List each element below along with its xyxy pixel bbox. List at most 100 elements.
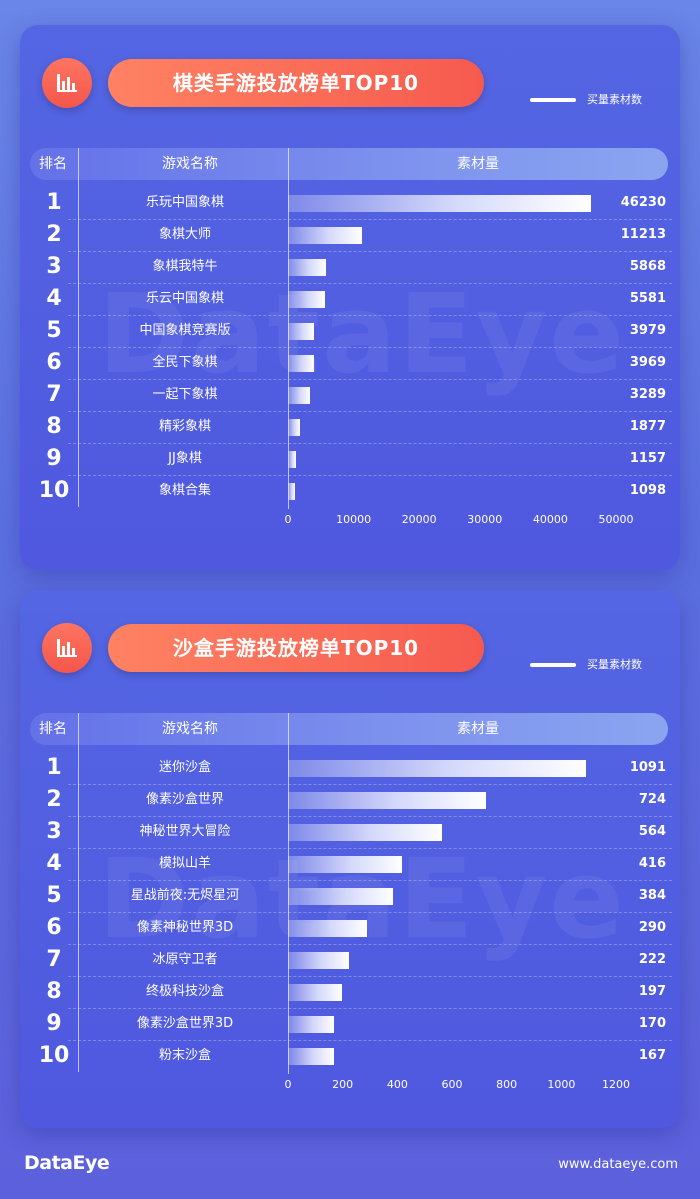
table-row: 10 象棋合集 1098 [20, 475, 680, 507]
row-divider [68, 411, 672, 412]
data-label: 724 [638, 792, 666, 807]
rank-number: 5 [46, 883, 62, 908]
rank-number: 3 [46, 254, 62, 279]
legend-swatch [530, 663, 576, 667]
rank-number: 10 [38, 1043, 70, 1068]
table-row: 3 象棋我特牛 5868 [20, 251, 680, 283]
rank-number: 1 [46, 190, 62, 215]
row-divider [68, 816, 672, 817]
data-label: 1877 [629, 419, 666, 434]
table-row: 2 像素沙盒世界 724 [20, 784, 680, 816]
game-name: 全民下象棋 [152, 355, 218, 370]
table-row: 8 精彩象棋 1877 [20, 411, 680, 443]
bar [288, 355, 315, 372]
row-divider [68, 880, 672, 881]
rank-header: 排名 [39, 721, 67, 737]
game-name: 冰原守卫者 [152, 952, 218, 967]
game-name: 神秘世界大冒险 [139, 824, 231, 839]
game-name: 迷你沙盒 [158, 760, 211, 775]
bar [288, 227, 362, 244]
name-header: 游戏名称 [162, 721, 218, 737]
game-name: JJ象棋 [168, 451, 202, 466]
x-tick-label: 0 [284, 513, 292, 526]
rank-number: 7 [46, 382, 62, 407]
game-name: 象棋我特牛 [152, 259, 218, 274]
column-separator [78, 148, 79, 507]
legend-label: 买量素材数 [587, 658, 642, 671]
data-label: 5581 [629, 291, 666, 306]
footer-url: www.dataeye.com [558, 1157, 678, 1172]
table-row: 9 像素沙盒世界3D 170 [20, 1008, 680, 1040]
table-row: 8 终极科技沙盒 197 [20, 976, 680, 1008]
table-row: 9 JJ象棋 1157 [20, 443, 680, 475]
bar-chart-icon [42, 623, 92, 673]
table-row: 3 神秘世界大冒险 564 [20, 816, 680, 848]
bar [288, 451, 296, 468]
table-row: 6 像素神秘世界3D 290 [20, 912, 680, 944]
bar [288, 888, 393, 905]
data-label: 46230 [620, 195, 666, 210]
table-row: 4 模拟山羊 416 [20, 848, 680, 880]
table-header: 排名 游戏名称 素材量 [30, 148, 668, 180]
table-row: 6 全民下象棋 3969 [20, 347, 680, 379]
sandbox-games-card: DataEye 沙盒手游投放榜单TOP10 买量素材数 排名 游戏名称 素材量 … [20, 590, 680, 1128]
row-divider [68, 475, 672, 476]
bar [288, 984, 342, 1001]
game-name: 星战前夜:无烬星河 [130, 888, 240, 903]
row-divider [68, 976, 672, 977]
data-label: 3979 [629, 323, 666, 338]
bar [288, 483, 296, 500]
x-tick-label: 1200 [602, 1078, 630, 1091]
rank-number: 6 [46, 915, 62, 940]
x-tick-label: 30000 [467, 513, 503, 526]
data-label: 197 [638, 984, 666, 999]
rank-number: 4 [46, 851, 62, 876]
bar [288, 760, 587, 777]
value-header: 素材量 [457, 156, 499, 172]
game-name: 乐云中国象棋 [145, 291, 224, 306]
data-label: 384 [638, 888, 666, 903]
table-header: 排名 游戏名称 素材量 [30, 713, 668, 745]
bar [288, 291, 325, 308]
game-name: 象棋大师 [158, 227, 211, 242]
data-label: 1091 [629, 760, 666, 775]
row-divider [68, 283, 672, 284]
x-tick-label: 200 [332, 1078, 354, 1091]
data-label: 222 [638, 952, 666, 967]
x-tick-label: 50000 [598, 513, 634, 526]
game-name: 一起下象棋 [152, 387, 218, 402]
rank-number: 6 [46, 350, 62, 375]
rank-number: 5 [46, 318, 62, 343]
game-name: 乐玩中国象棋 [145, 195, 224, 210]
game-name: 精彩象棋 [158, 419, 211, 434]
data-label: 1098 [629, 483, 666, 498]
bar [288, 792, 486, 809]
rank-number: 8 [46, 414, 62, 439]
table-row: 5 星战前夜:无烬星河 384 [20, 880, 680, 912]
rank-number: 2 [46, 787, 62, 812]
rank-number: 9 [46, 1011, 62, 1036]
row-divider [68, 784, 672, 785]
rank-number: 10 [38, 478, 70, 503]
bar-chart-icon [42, 58, 92, 108]
table-row: 7 冰原守卫者 222 [20, 944, 680, 976]
footer-logo: DataEye [24, 1152, 110, 1174]
bar [288, 387, 310, 404]
row-divider [68, 1040, 672, 1041]
row-divider [68, 944, 672, 945]
table-row: 10 粉末沙盒 167 [20, 1040, 680, 1072]
row-divider [68, 443, 672, 444]
data-label: 564 [638, 824, 666, 839]
rank-number: 7 [46, 947, 62, 972]
game-name: 像素沙盒世界 [145, 792, 224, 807]
chess-games-card: DataEye 棋类手游投放榜单TOP10 买量素材数 排名 游戏名称 素材量 … [20, 25, 680, 570]
game-name: 像素沙盒世界3D [136, 1016, 234, 1031]
game-name: 终极科技沙盒 [145, 984, 224, 999]
bar [288, 419, 301, 436]
bar [288, 1016, 335, 1033]
data-label: 3289 [629, 387, 666, 402]
x-tick-label: 20000 [401, 513, 437, 526]
game-name: 中国象棋竞赛版 [139, 323, 231, 338]
game-name: 像素神秘世界3D [136, 920, 234, 935]
x-tick-label: 40000 [532, 513, 568, 526]
